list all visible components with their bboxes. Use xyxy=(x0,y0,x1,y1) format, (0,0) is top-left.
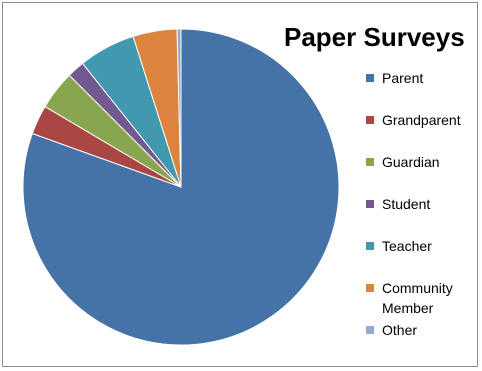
legend-item-other: Other xyxy=(366,320,482,340)
legend-item-teacher: Teacher xyxy=(366,236,482,256)
legend: Parent Grandparent Guardian Student Teacher C… xyxy=(366,0,478,371)
legend-item-parent: Parent xyxy=(366,68,482,88)
legend-label: Student xyxy=(382,196,431,212)
pie-slice-other xyxy=(176,28,182,188)
legend-label: Teacher xyxy=(382,238,432,254)
legend-swatch xyxy=(366,200,374,208)
legend-item-guardian: Guardian xyxy=(366,152,482,172)
legend-label: Guardian xyxy=(382,154,440,170)
legend-swatch xyxy=(366,116,374,124)
legend-item-community-member: Community Member xyxy=(366,278,482,318)
legend-item-student: Student xyxy=(366,194,482,214)
legend-swatch xyxy=(366,242,374,250)
legend-label: Grandparent xyxy=(382,112,461,128)
chart-title: Paper Surveys xyxy=(284,22,465,52)
legend-item-grandparent: Grandparent xyxy=(366,110,482,130)
legend-label: Community Member xyxy=(382,280,453,316)
legend-swatch xyxy=(366,158,374,166)
legend-swatch xyxy=(366,326,374,334)
legend-label: Parent xyxy=(382,70,424,86)
legend-label: Other xyxy=(382,322,418,338)
legend-swatch xyxy=(366,284,374,292)
legend-swatch xyxy=(366,74,374,82)
